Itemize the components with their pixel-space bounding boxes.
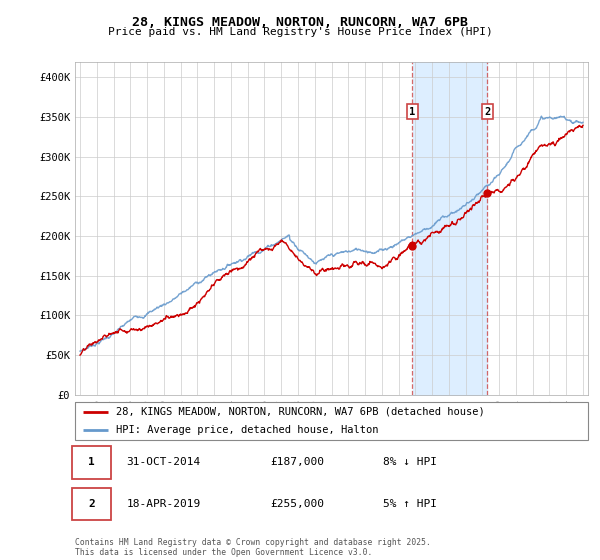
Text: 2: 2 [88,499,95,509]
Text: 5% ↑ HPI: 5% ↑ HPI [383,499,437,509]
Text: 18-APR-2019: 18-APR-2019 [127,499,200,509]
FancyBboxPatch shape [75,402,588,440]
Text: 1: 1 [88,458,95,468]
Text: Price paid vs. HM Land Registry's House Price Index (HPI): Price paid vs. HM Land Registry's House … [107,27,493,37]
Text: £255,000: £255,000 [270,499,324,509]
Text: 8% ↓ HPI: 8% ↓ HPI [383,458,437,468]
Text: Contains HM Land Registry data © Crown copyright and database right 2025.
This d: Contains HM Land Registry data © Crown c… [75,538,431,557]
Text: HPI: Average price, detached house, Halton: HPI: Average price, detached house, Halt… [116,425,379,435]
Text: 31-OCT-2014: 31-OCT-2014 [127,458,200,468]
FancyBboxPatch shape [73,488,111,520]
FancyBboxPatch shape [73,446,111,479]
Text: 1: 1 [409,106,416,116]
Text: 28, KINGS MEADOW, NORTON, RUNCORN, WA7 6PB (detached house): 28, KINGS MEADOW, NORTON, RUNCORN, WA7 6… [116,407,485,417]
Text: 28, KINGS MEADOW, NORTON, RUNCORN, WA7 6PB: 28, KINGS MEADOW, NORTON, RUNCORN, WA7 6… [132,16,468,29]
Text: £187,000: £187,000 [270,458,324,468]
Text: 2: 2 [484,106,490,116]
